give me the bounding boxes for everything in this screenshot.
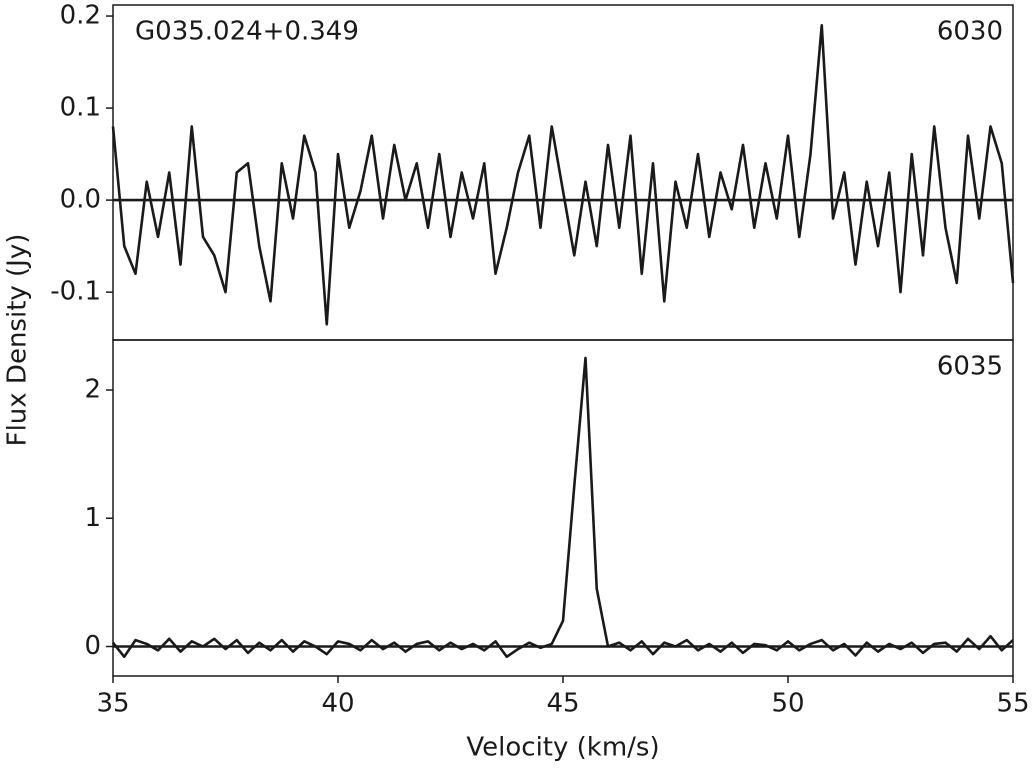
y-tick-label: 0.1 [60, 93, 101, 123]
plot-frame [112, 339, 1014, 677]
x-tick-label: 50 [771, 689, 804, 719]
x-tick-label: 45 [546, 689, 579, 719]
x-tick-label: 35 [96, 689, 129, 719]
y-axis-label: Flux Density (Jy) [3, 234, 33, 447]
spectrum-line [111, 23, 1015, 326]
y-tick-label: 1 [84, 503, 101, 533]
x-tick-label: 55 [996, 689, 1029, 719]
panel-name: G035.024+0.349 [135, 17, 359, 47]
y-tick-label: 2 [84, 375, 101, 405]
y-tick-label: 0 [84, 631, 101, 661]
x-axis-label: Velocity (km/s) [466, 733, 659, 763]
spectrum-line [111, 356, 1014, 659]
y-tick-label: -0.1 [50, 277, 101, 307]
panel-label: 6030 [937, 17, 1003, 47]
panel-label: 6035 [937, 352, 1003, 382]
y-tick-label: 0.2 [60, 1, 101, 31]
y-tick-label: 0.0 [60, 185, 101, 215]
x-tick-label: 40 [321, 689, 354, 719]
